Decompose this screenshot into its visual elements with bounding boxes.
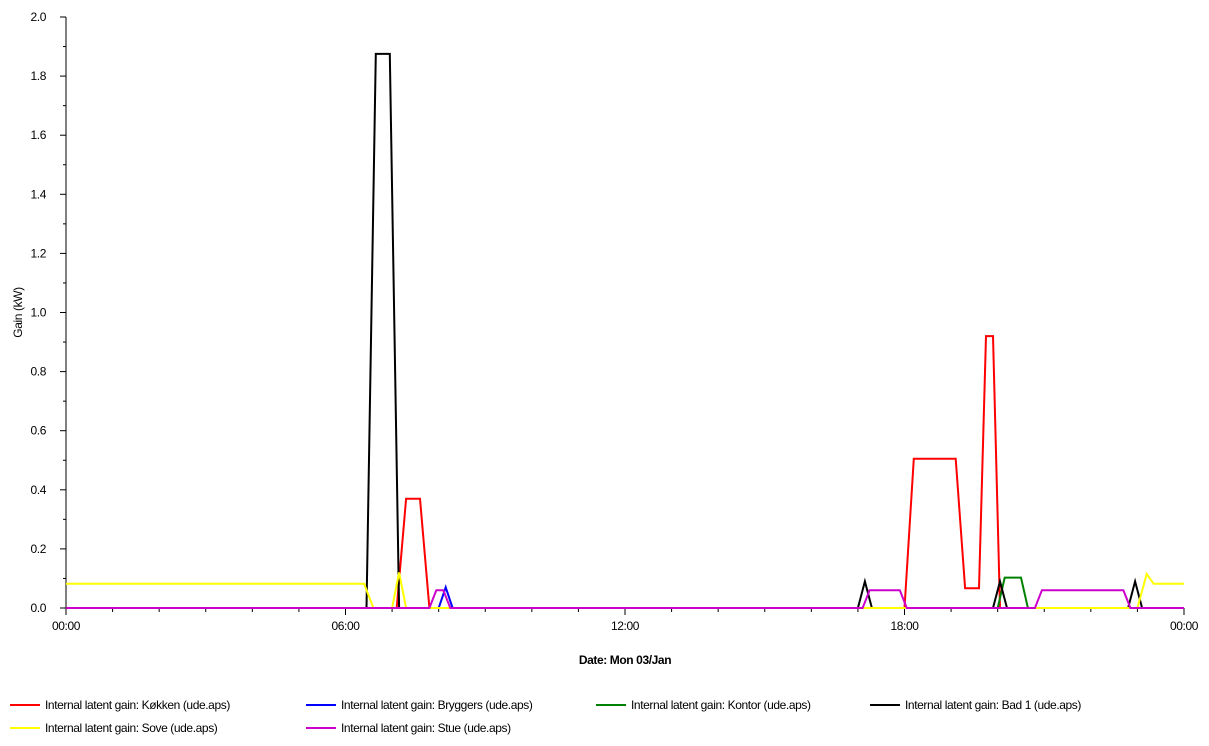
y-axis-ticks: 0.0 0.2 0.4 0.6 0.8 1.0 1.2 1.4 1.6 1.8 2.0 (31, 10, 66, 615)
y-tick-label: 1.0 (31, 306, 47, 320)
series-lines (66, 52, 1184, 609)
legend-swatch (596, 704, 626, 706)
legend-item: Internal latent gain: Køkken (ude.aps) (10, 697, 230, 713)
series-line (66, 576, 1184, 609)
y-tick-label: 0.2 (31, 542, 47, 556)
legend-label: Internal latent gain: Sove (ude.aps) (45, 721, 218, 735)
series-line (66, 589, 1184, 609)
legend-item: Internal latent gain: Bad 1 (ude.aps) (870, 697, 1081, 713)
y-tick-label: 1.4 (31, 187, 47, 201)
y-tick-label: 1.6 (31, 128, 47, 142)
legend-swatch (306, 704, 336, 706)
y-tick-label: 1.2 (31, 246, 47, 260)
legend-label: Internal latent gain: Kontor (ude.aps) (631, 698, 811, 712)
legend-item: Internal latent gain: Kontor (ude.aps) (596, 697, 811, 713)
chart: 0.00.20.40.60.81.01.21.41.61.82.0 00:00 0… (11, 10, 1199, 667)
legend-swatch (870, 704, 900, 706)
legend-item: Internal latent gain: Bryggers (ude.aps) (306, 697, 533, 713)
y-tick-label: 0.8 (31, 365, 47, 379)
series-line (66, 52, 1184, 609)
chart-axes (65, 17, 1184, 609)
y-tick-label: 2.0 (31, 10, 47, 24)
x-tick-label: 12:00 (611, 619, 640, 633)
y-tick-label: 0.4 (31, 483, 47, 497)
y-tick-label: 1.8 (31, 69, 47, 83)
legend-item: Internal latent gain: Stue (ude.aps) (306, 720, 511, 736)
legend-swatch (306, 727, 336, 729)
y-axis-label: Gain (kW) (11, 287, 25, 338)
x-tick-label: 00:00 (52, 619, 81, 633)
legend-label: Internal latent gain: Bad 1 (ude.aps) (905, 698, 1081, 712)
series-line (66, 584, 1184, 609)
y-tick-label: 0.6 (31, 424, 47, 438)
x-tick-label: 00:00 (1170, 619, 1199, 633)
legend-label: Internal latent gain: Køkken (ude.aps) (45, 698, 230, 712)
x-tick-label: 18:00 (890, 619, 919, 633)
legend-swatch (10, 704, 40, 706)
legend-label: Internal latent gain: Stue (ude.aps) (341, 721, 511, 735)
x-axis-ticks: 00:00 06:00 12:00 18:00 00:00 (52, 608, 1199, 633)
legend-item: Internal latent gain: Sove (ude.aps) (10, 720, 218, 736)
legend-label: Internal latent gain: Bryggers (ude.aps) (341, 698, 533, 712)
legend-swatch (10, 727, 40, 729)
series-line (66, 335, 1184, 609)
x-axis-label: Date: Mon 03/Jan (579, 653, 671, 667)
x-tick-label: 06:00 (331, 619, 360, 633)
y-tick-label: 0.0 (31, 601, 47, 615)
